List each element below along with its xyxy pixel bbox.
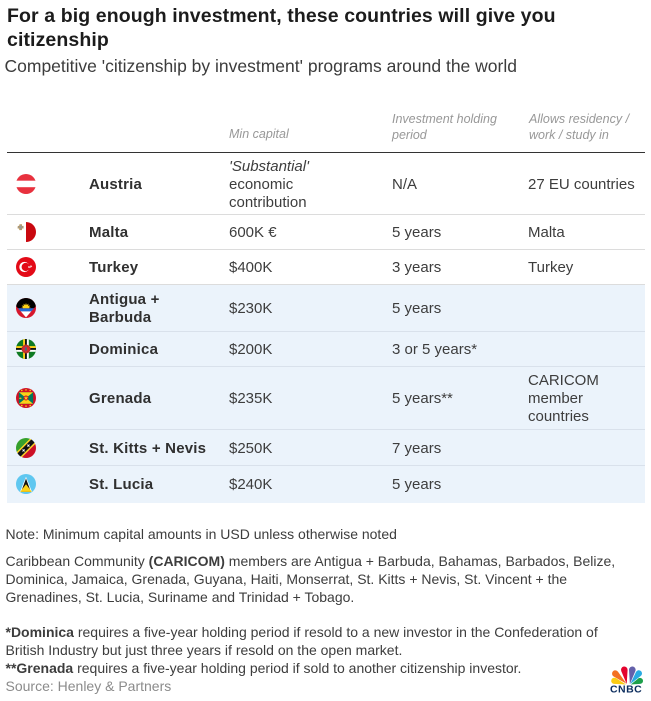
svg-text:CNBC: CNBC xyxy=(610,684,642,696)
